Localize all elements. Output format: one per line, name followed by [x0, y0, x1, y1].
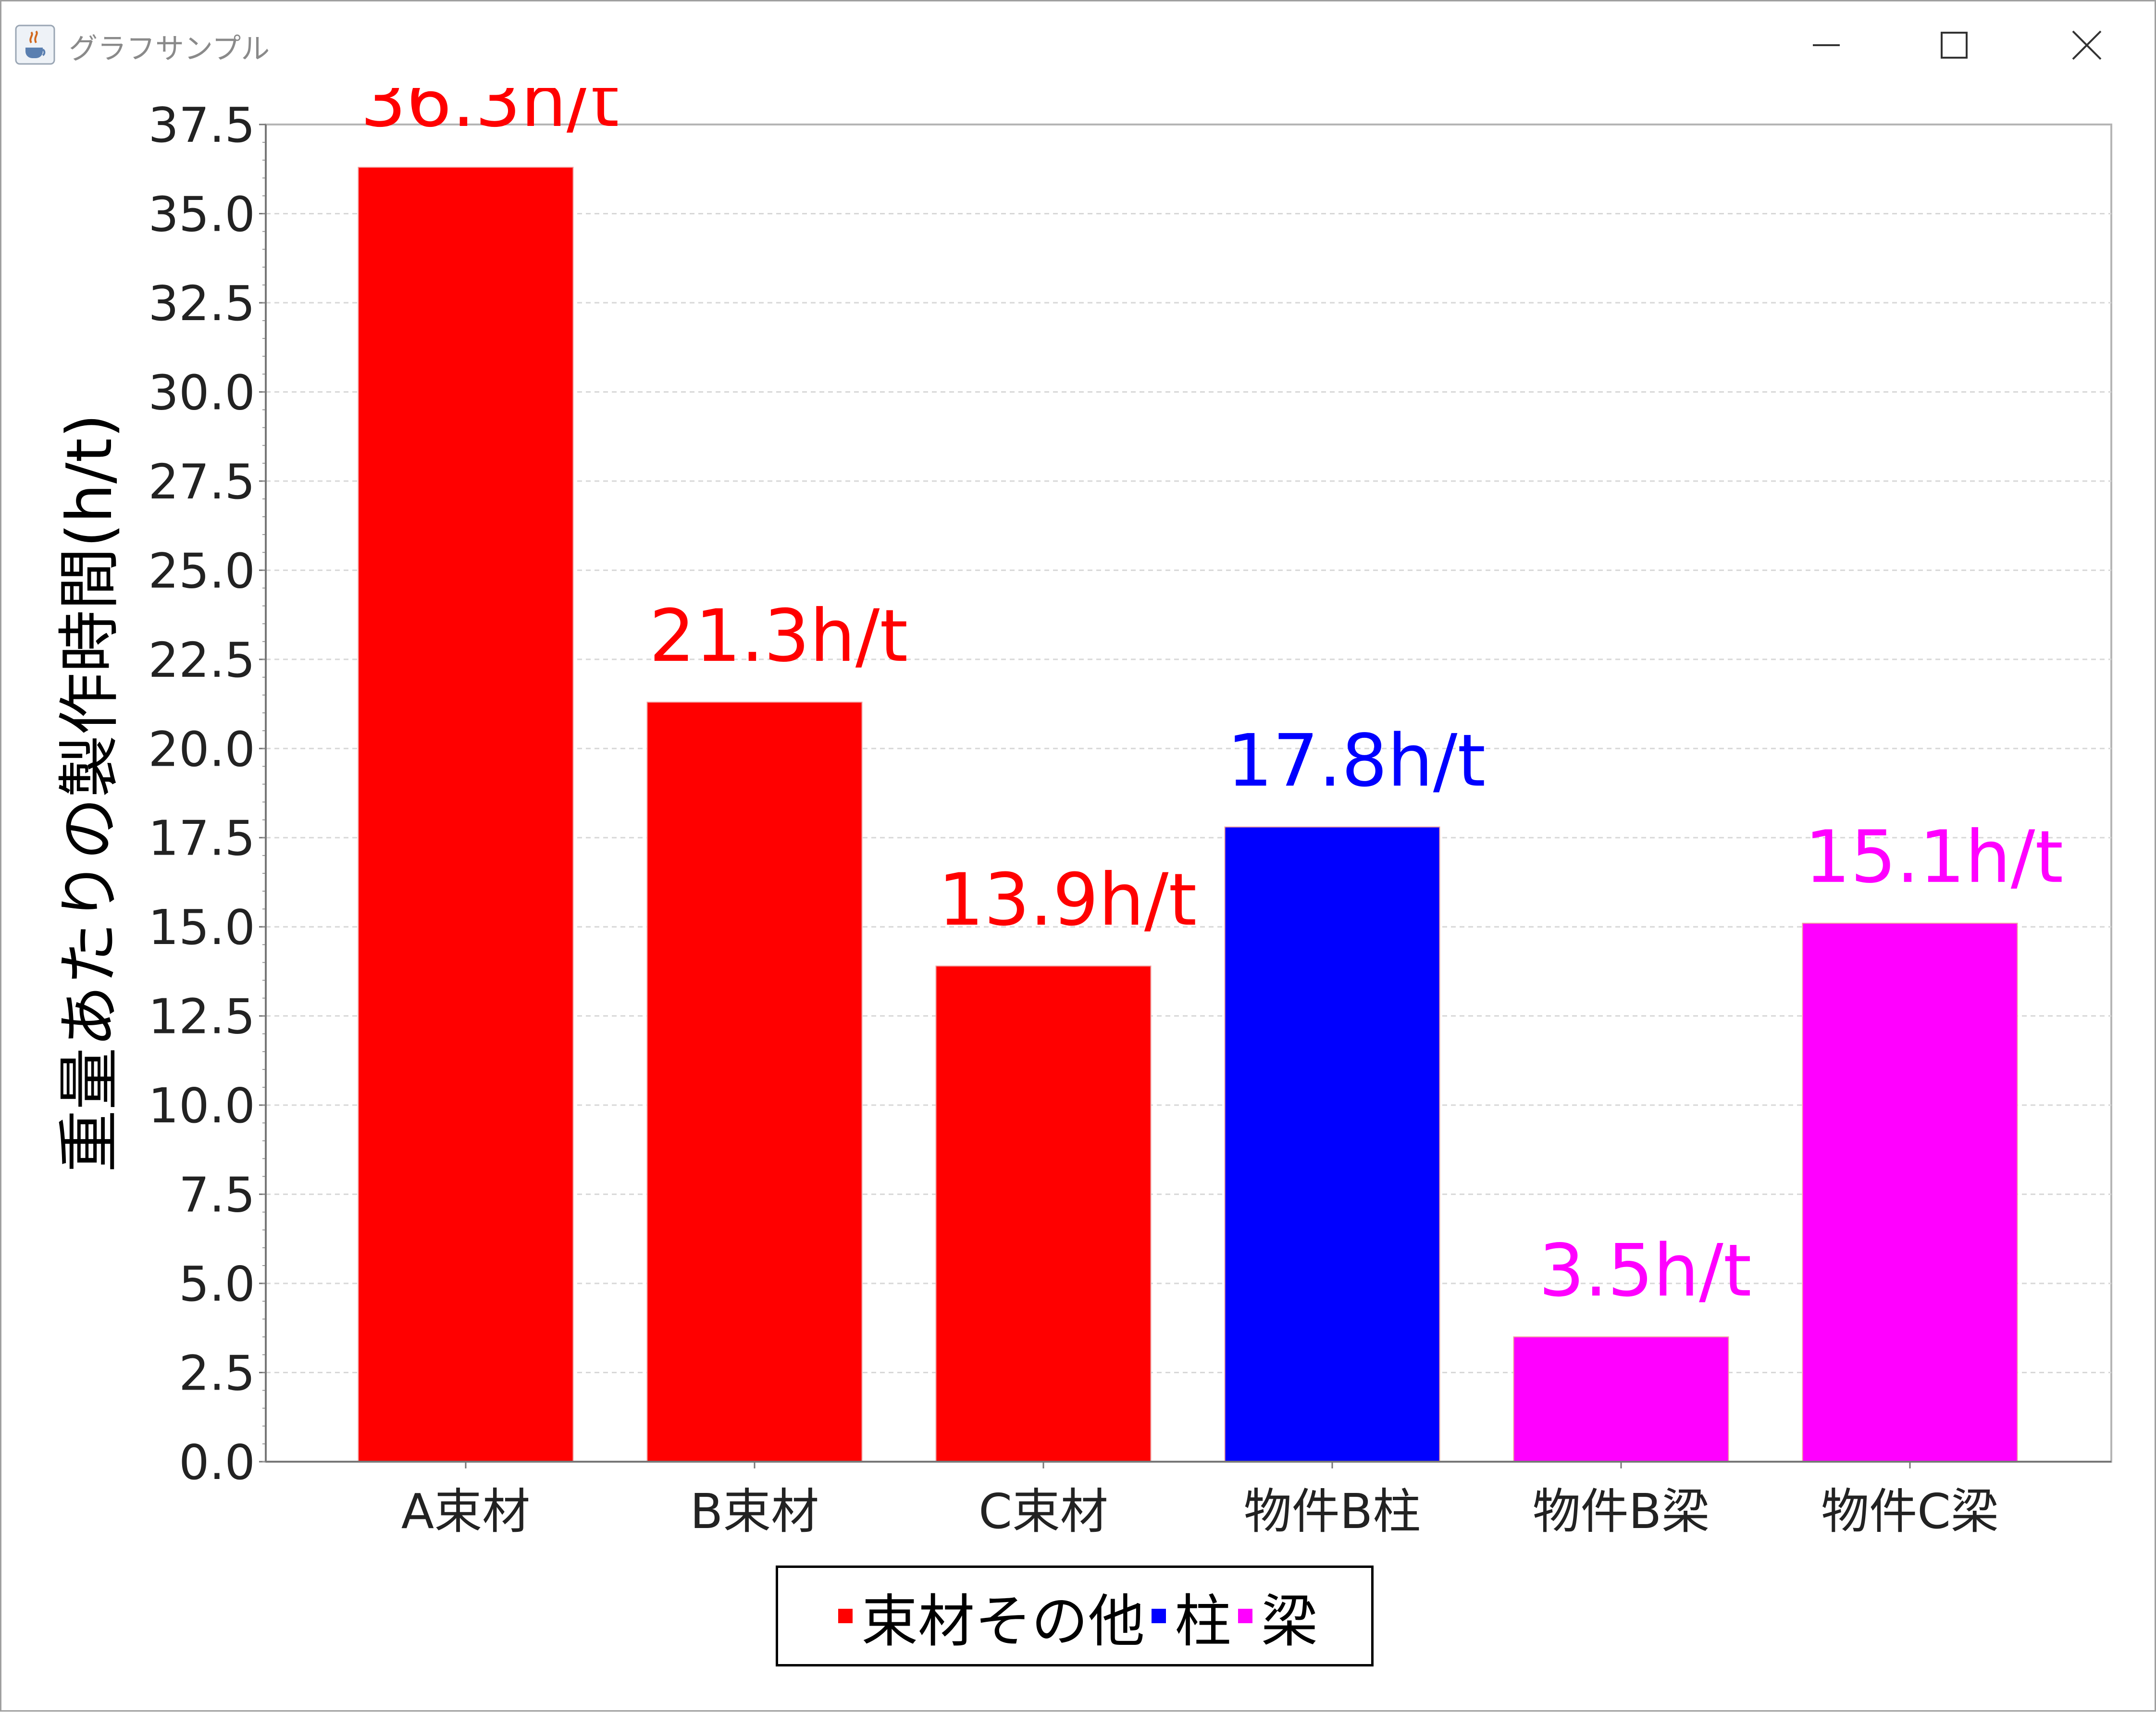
- y-tick-label: 10.0: [148, 1078, 255, 1134]
- legend-label-beam: 梁: [1261, 1588, 1318, 1654]
- legend: 束材その他 柱 梁: [776, 1566, 1374, 1666]
- x-tick-label: B束材: [690, 1483, 819, 1540]
- y-tick-label: 15.0: [148, 899, 255, 956]
- y-tick-label: 0.0: [179, 1434, 255, 1491]
- y-tick-label: 2.5: [179, 1345, 255, 1402]
- x-tick-label: 物件B梁: [1533, 1483, 1710, 1540]
- y-tick-label: 7.5: [179, 1167, 255, 1223]
- data-label: 21.3h/t: [649, 595, 908, 678]
- close-icon: [2072, 30, 2102, 60]
- minimize-button[interactable]: [1790, 19, 1862, 72]
- bar: [1513, 1336, 1729, 1462]
- legend-swatch-beam: [1238, 1609, 1252, 1623]
- y-tick-label: 37.5: [148, 97, 255, 153]
- java-cup-icon: [15, 25, 55, 65]
- bar: [1224, 826, 1440, 1462]
- data-label: 36.3h/t: [360, 88, 619, 143]
- y-tick-label: 17.5: [148, 810, 255, 867]
- y-tick-label: 35.0: [148, 186, 255, 242]
- y-tick-label: 27.5: [148, 454, 255, 510]
- x-tick-label: A束材: [401, 1483, 530, 1540]
- legend-swatch-column: [1151, 1609, 1166, 1623]
- x-tick-label: 物件B柱: [1244, 1483, 1421, 1540]
- y-tick-label: 5.0: [179, 1256, 255, 1312]
- legend-item-beam: 梁: [1231, 1575, 1318, 1657]
- data-label: 15.1h/t: [1805, 816, 2063, 899]
- y-tick-label: 30.0: [148, 364, 255, 421]
- bars: [358, 167, 2018, 1463]
- data-label: 13.9h/t: [938, 858, 1197, 942]
- maximize-button[interactable]: [1918, 19, 1990, 72]
- bar: [646, 701, 863, 1462]
- x-tick-label: C束材: [979, 1483, 1108, 1540]
- y-tick-label: 22.5: [148, 632, 255, 688]
- x-tick-label: 物件C梁: [1821, 1483, 1999, 1540]
- y-tick-label: 32.5: [148, 275, 255, 332]
- y-axis-label: 重量あたりの製作時間(h/t): [53, 414, 126, 1173]
- close-button[interactable]: [2051, 19, 2123, 72]
- legend-label-bundle: 束材その他: [861, 1588, 1145, 1654]
- data-label: 3.5h/t: [1539, 1229, 1752, 1313]
- bar: [358, 167, 574, 1463]
- y-axis: 0.0 2.5 5.0 7.5 10.0 12.5 15.0 17.5 20.0 22.5 25.0…: [148, 97, 267, 1491]
- maximize-icon: [1941, 32, 1968, 59]
- title-bar: グラフサンプル: [1, 1, 2155, 88]
- y-tick-label: 20.0: [148, 721, 255, 777]
- bar: [1802, 922, 2018, 1462]
- minimize-icon: [1813, 44, 1840, 46]
- y-tick-label: 12.5: [148, 989, 255, 1045]
- x-axis: A束材 B束材 C束材 物件B柱 物件B梁 物件C梁: [266, 1461, 2111, 1540]
- legend-item-bundle: 束材その他: [831, 1575, 1145, 1657]
- y-tick-label: 25.0: [148, 543, 255, 599]
- legend-label-column: 柱: [1174, 1588, 1231, 1654]
- window-title: グラフサンプル: [69, 32, 270, 66]
- bar-chart: 0.0 2.5 5.0 7.5 10.0 12.5 15.0 17.5 20.0 22.5 25.0…: [53, 60, 2112, 1540]
- bar: [935, 965, 1152, 1462]
- legend-item-column: 柱: [1145, 1575, 1231, 1657]
- legend-swatch-bundle: [838, 1609, 853, 1623]
- chart-area: 0.0 2.5 5.0 7.5 10.0 12.5 15.0 17.5 20.0 22.5 25.0…: [1, 60, 2156, 1713]
- data-label: 17.8h/t: [1227, 719, 1486, 803]
